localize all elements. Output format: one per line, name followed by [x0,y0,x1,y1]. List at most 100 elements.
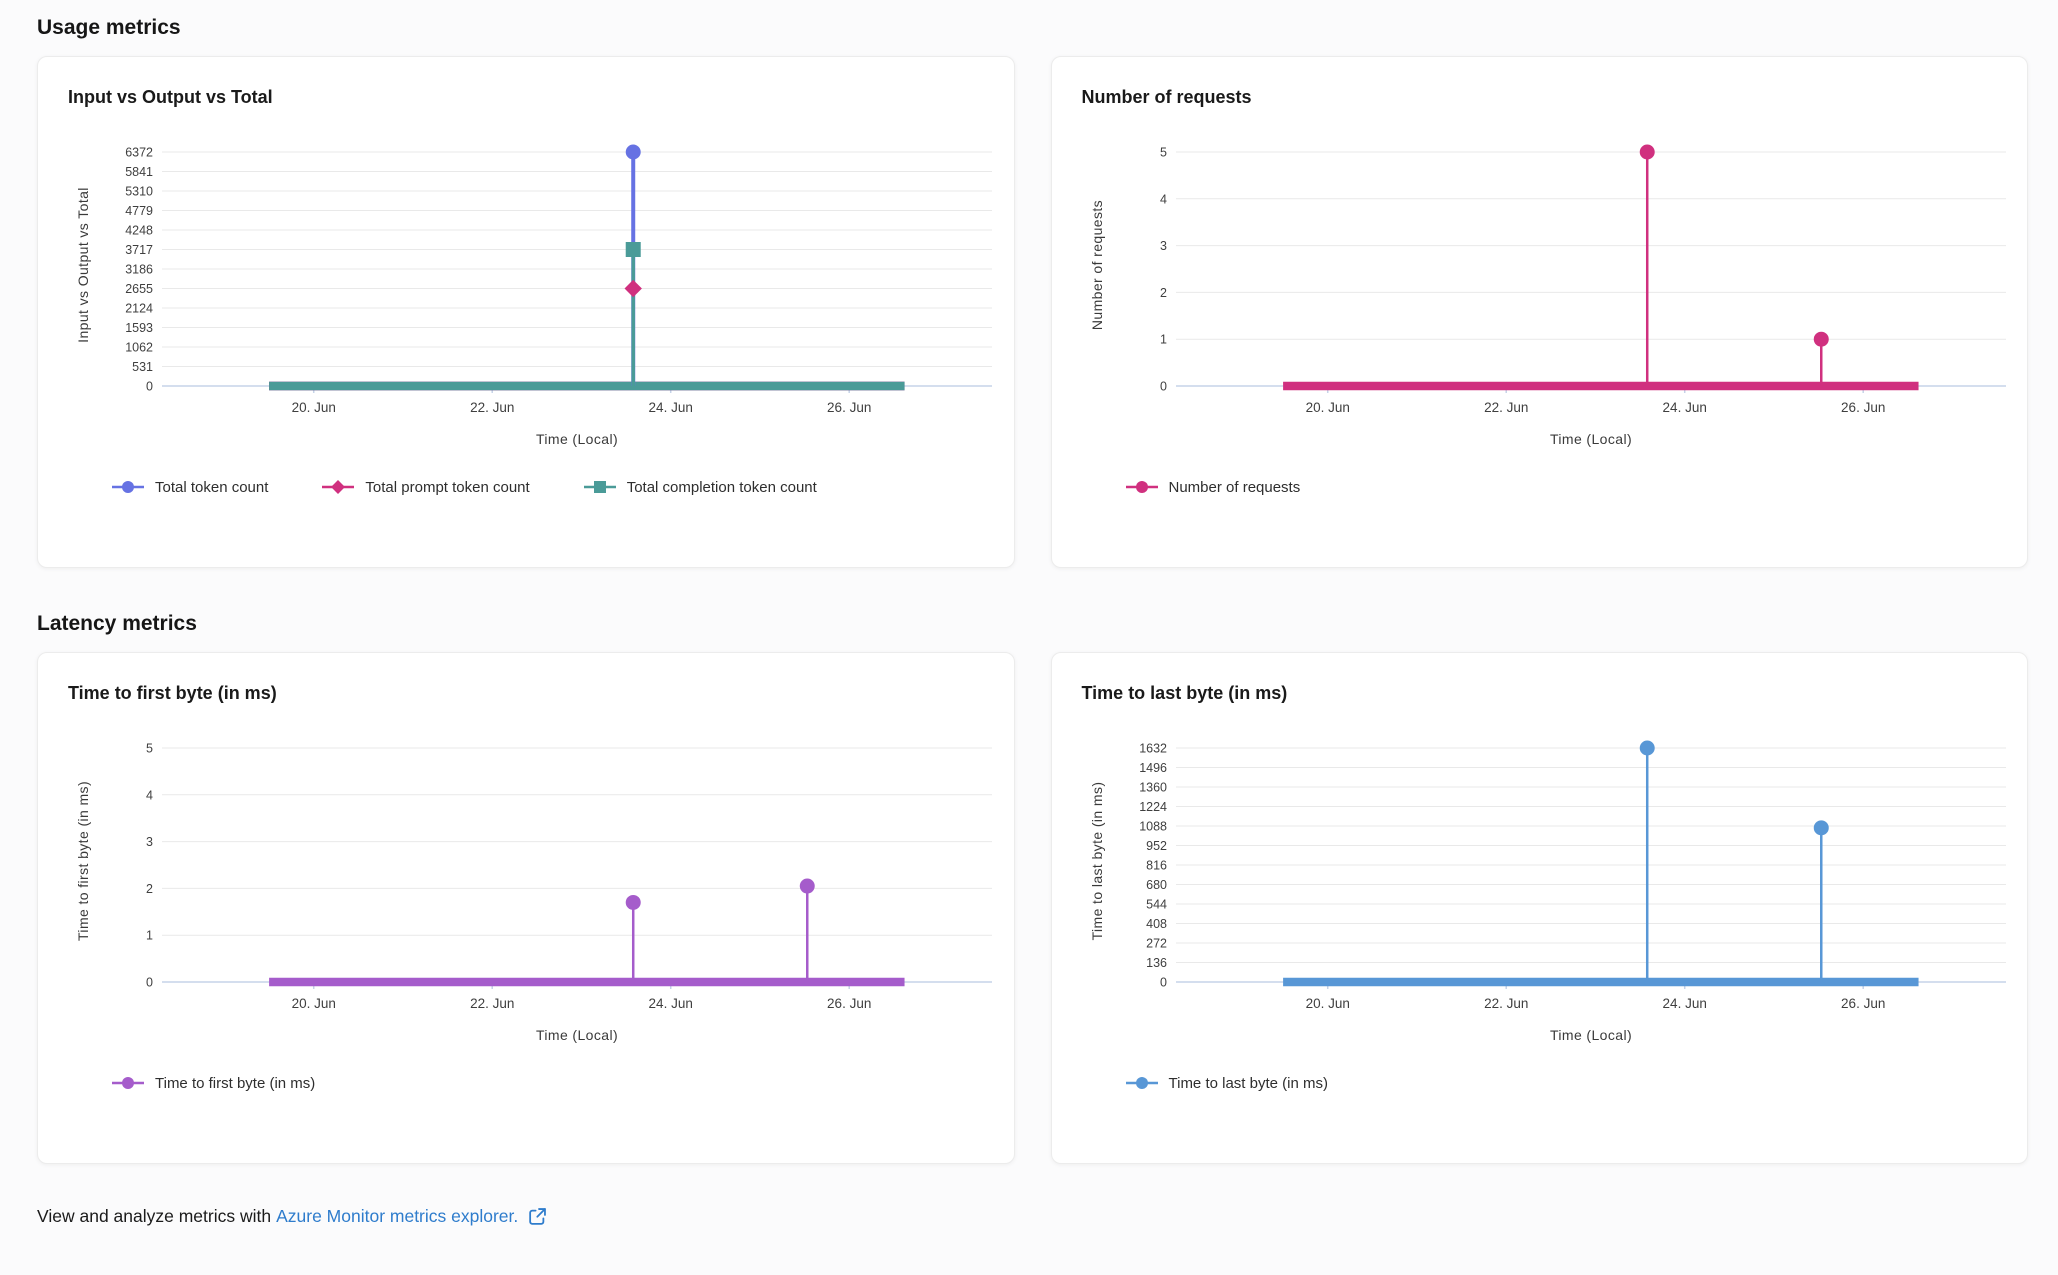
svg-text:26. Jun: 26. Jun [1841,996,1885,1011]
svg-text:5: 5 [1160,146,1167,160]
svg-text:0: 0 [1160,380,1167,394]
chart-legend: Number of requests [1124,478,2008,496]
svg-text:20. Jun: 20. Jun [1305,400,1349,415]
svg-text:20. Jun: 20. Jun [1305,996,1349,1011]
azure-monitor-metrics-explorer-link[interactable]: Azure Monitor metrics explorer. [276,1206,548,1227]
svg-text:680: 680 [1146,878,1167,892]
svg-text:1224: 1224 [1139,800,1167,814]
footer-text: View and analyze metrics with [37,1206,272,1226]
svg-text:4779: 4779 [125,204,153,218]
svg-text:4248: 4248 [125,224,153,238]
svg-text:22. Jun: 22. Jun [470,400,514,415]
legend-marker-square [583,481,616,493]
svg-text:5841: 5841 [125,165,153,179]
chart-plot-svg: 20. Jun 22. Jun 24. Jun 26. Jun 0 1 2 3 4 5 Time t… [75,742,992,1043]
svg-text:24. Jun: 24. Jun [1662,996,1706,1011]
chart-title: Input vs Output vs Total [68,87,273,107]
svg-text:952: 952 [1146,839,1167,853]
legend-marker-circle [112,1077,144,1089]
svg-text:3: 3 [146,835,153,849]
svg-text:0: 0 [1160,976,1167,990]
footer: View and analyze metrics with Azure Moni… [37,1206,2028,1227]
svg-text:2655: 2655 [125,282,153,296]
input-output-total-chart: 20. Jun 22. Jun 24. Jun 26. Jun 0 531 1062 1593… [64,134,994,448]
chart-legend: Time to first byte (in ms) [110,1074,994,1092]
usage-metrics-row: Input vs Output vs Total 20. Jun 22. Jun 2… [37,56,2028,568]
svg-text:22. Jun: 22. Jun [1484,400,1528,415]
svg-text:Number of requests: Number of requests [1089,200,1105,330]
svg-text:1: 1 [146,929,153,943]
legend-marker-diamond [322,480,355,494]
svg-text:5: 5 [146,742,153,756]
svg-text:1632: 1632 [1139,742,1167,756]
svg-text:Input vs Output vs Total: Input vs Output vs Total [75,187,91,343]
section-title-latency-metrics: Latency metrics [37,612,197,635]
svg-text:22. Jun: 22. Jun [1484,996,1528,1011]
svg-text:Time (Local): Time (Local) [536,431,618,447]
svg-text:1360: 1360 [1139,781,1167,795]
chart-plot-svg: 20. Jun 22. Jun 24. Jun 26. Jun 0 1 2 3 4 5 Number… [1089,144,2006,447]
chart-plot-svg: 20. Jun 22. Jun 24. Jun 26. Jun 0 136 272 408 54… [1089,740,2006,1043]
legend-label: Total prompt token count [365,478,530,496]
latency-metrics-row: Time to first byte (in ms) 20. Jun 22. Ju… [37,652,2028,1164]
svg-text:2124: 2124 [125,302,153,316]
legend-label: Time to first byte (in ms) [155,1074,316,1092]
svg-text:1088: 1088 [1139,820,1167,834]
legend-item[interactable]: Time to first byte (in ms) [110,1074,315,1092]
svg-text:20. Jun: 20. Jun [292,996,336,1011]
svg-text:26. Jun: 26. Jun [827,996,871,1011]
svg-text:26. Jun: 26. Jun [1841,400,1885,415]
legend-item[interactable]: Total token count [110,478,268,496]
svg-text:0: 0 [146,976,153,990]
chart-plot-svg: 20. Jun 22. Jun 24. Jun 26. Jun 0 531 1062 1593… [75,144,992,447]
svg-text:1: 1 [1160,333,1167,347]
time-to-last-byte-chart: 20. Jun 22. Jun 24. Jun 26. Jun 0 136 272 408 54… [1078,730,2008,1044]
svg-text:1496: 1496 [1139,761,1167,775]
svg-text:26. Jun: 26. Jun [827,400,871,415]
card-time-to-first-byte: Time to first byte (in ms) 20. Jun 22. Ju… [37,652,1015,1164]
legend-label: Number of requests [1168,478,1301,496]
svg-text:22. Jun: 22. Jun [470,996,514,1011]
svg-text:24. Jun: 24. Jun [649,996,693,1011]
svg-text:Time to first byte (in ms): Time to first byte (in ms) [75,781,91,941]
svg-text:3: 3 [1160,239,1167,253]
svg-text:20. Jun: 20. Jun [292,400,336,415]
svg-text:Time (Local): Time (Local) [1549,1027,1631,1043]
legend-marker-circle [112,481,144,493]
svg-text:0: 0 [146,380,153,394]
svg-text:136: 136 [1146,956,1167,970]
svg-text:24. Jun: 24. Jun [1662,400,1706,415]
legend-item[interactable]: Time to last byte (in ms) [1124,1074,1328,1092]
svg-text:3717: 3717 [125,243,153,257]
svg-text:1593: 1593 [125,321,153,335]
card-number-of-requests: Number of requests 20. Jun 22. Jun 24. Jun… [1050,56,2028,568]
svg-text:6372: 6372 [125,146,153,160]
footer-link-label: Azure Monitor metrics explorer. [276,1206,519,1226]
chart-legend: Time to last byte (in ms) [1124,1074,2008,1092]
external-link-icon [529,1208,547,1225]
legend-item[interactable]: Number of requests [1124,478,1301,496]
card-input-vs-output-vs-total: Input vs Output vs Total 20. Jun 22. Jun 2… [37,56,1015,568]
time-to-first-byte-chart: 20. Jun 22. Jun 24. Jun 26. Jun 0 1 2 3 4 5 Time t… [64,730,994,1044]
svg-text:3186: 3186 [125,263,153,277]
number-of-requests-chart: 20. Jun 22. Jun 24. Jun 26. Jun 0 1 2 3 4 5 Number… [1078,134,2008,448]
svg-text:531: 531 [132,360,153,374]
legend-item[interactable]: Total completion token count [582,478,817,496]
svg-text:2: 2 [146,882,153,896]
legend-marker-circle [1125,481,1158,493]
svg-text:Time (Local): Time (Local) [536,1027,618,1043]
legend-label: Time to last byte (in ms) [1168,1074,1328,1092]
legend-marker-circle [1125,1077,1158,1089]
card-time-to-last-byte: Time to last byte (in ms) 20. Jun 22. Jun… [1050,652,2028,1164]
svg-text:Time (Local): Time (Local) [1549,431,1631,447]
section-title-usage-metrics: Usage metrics [37,16,181,39]
chart-legend: Total token count Total prompt token coun… [110,478,994,496]
svg-text:816: 816 [1146,859,1167,873]
chart-title: Time to last byte (in ms) [1081,683,1288,703]
svg-text:Time to last byte (in ms): Time to last byte (in ms) [1089,782,1105,941]
legend-item[interactable]: Total prompt token count [320,478,530,496]
svg-text:272: 272 [1146,937,1167,951]
legend-label: Total token count [155,478,269,496]
chart-title: Number of requests [1081,87,1252,107]
chart-title: Time to first byte (in ms) [68,683,277,703]
